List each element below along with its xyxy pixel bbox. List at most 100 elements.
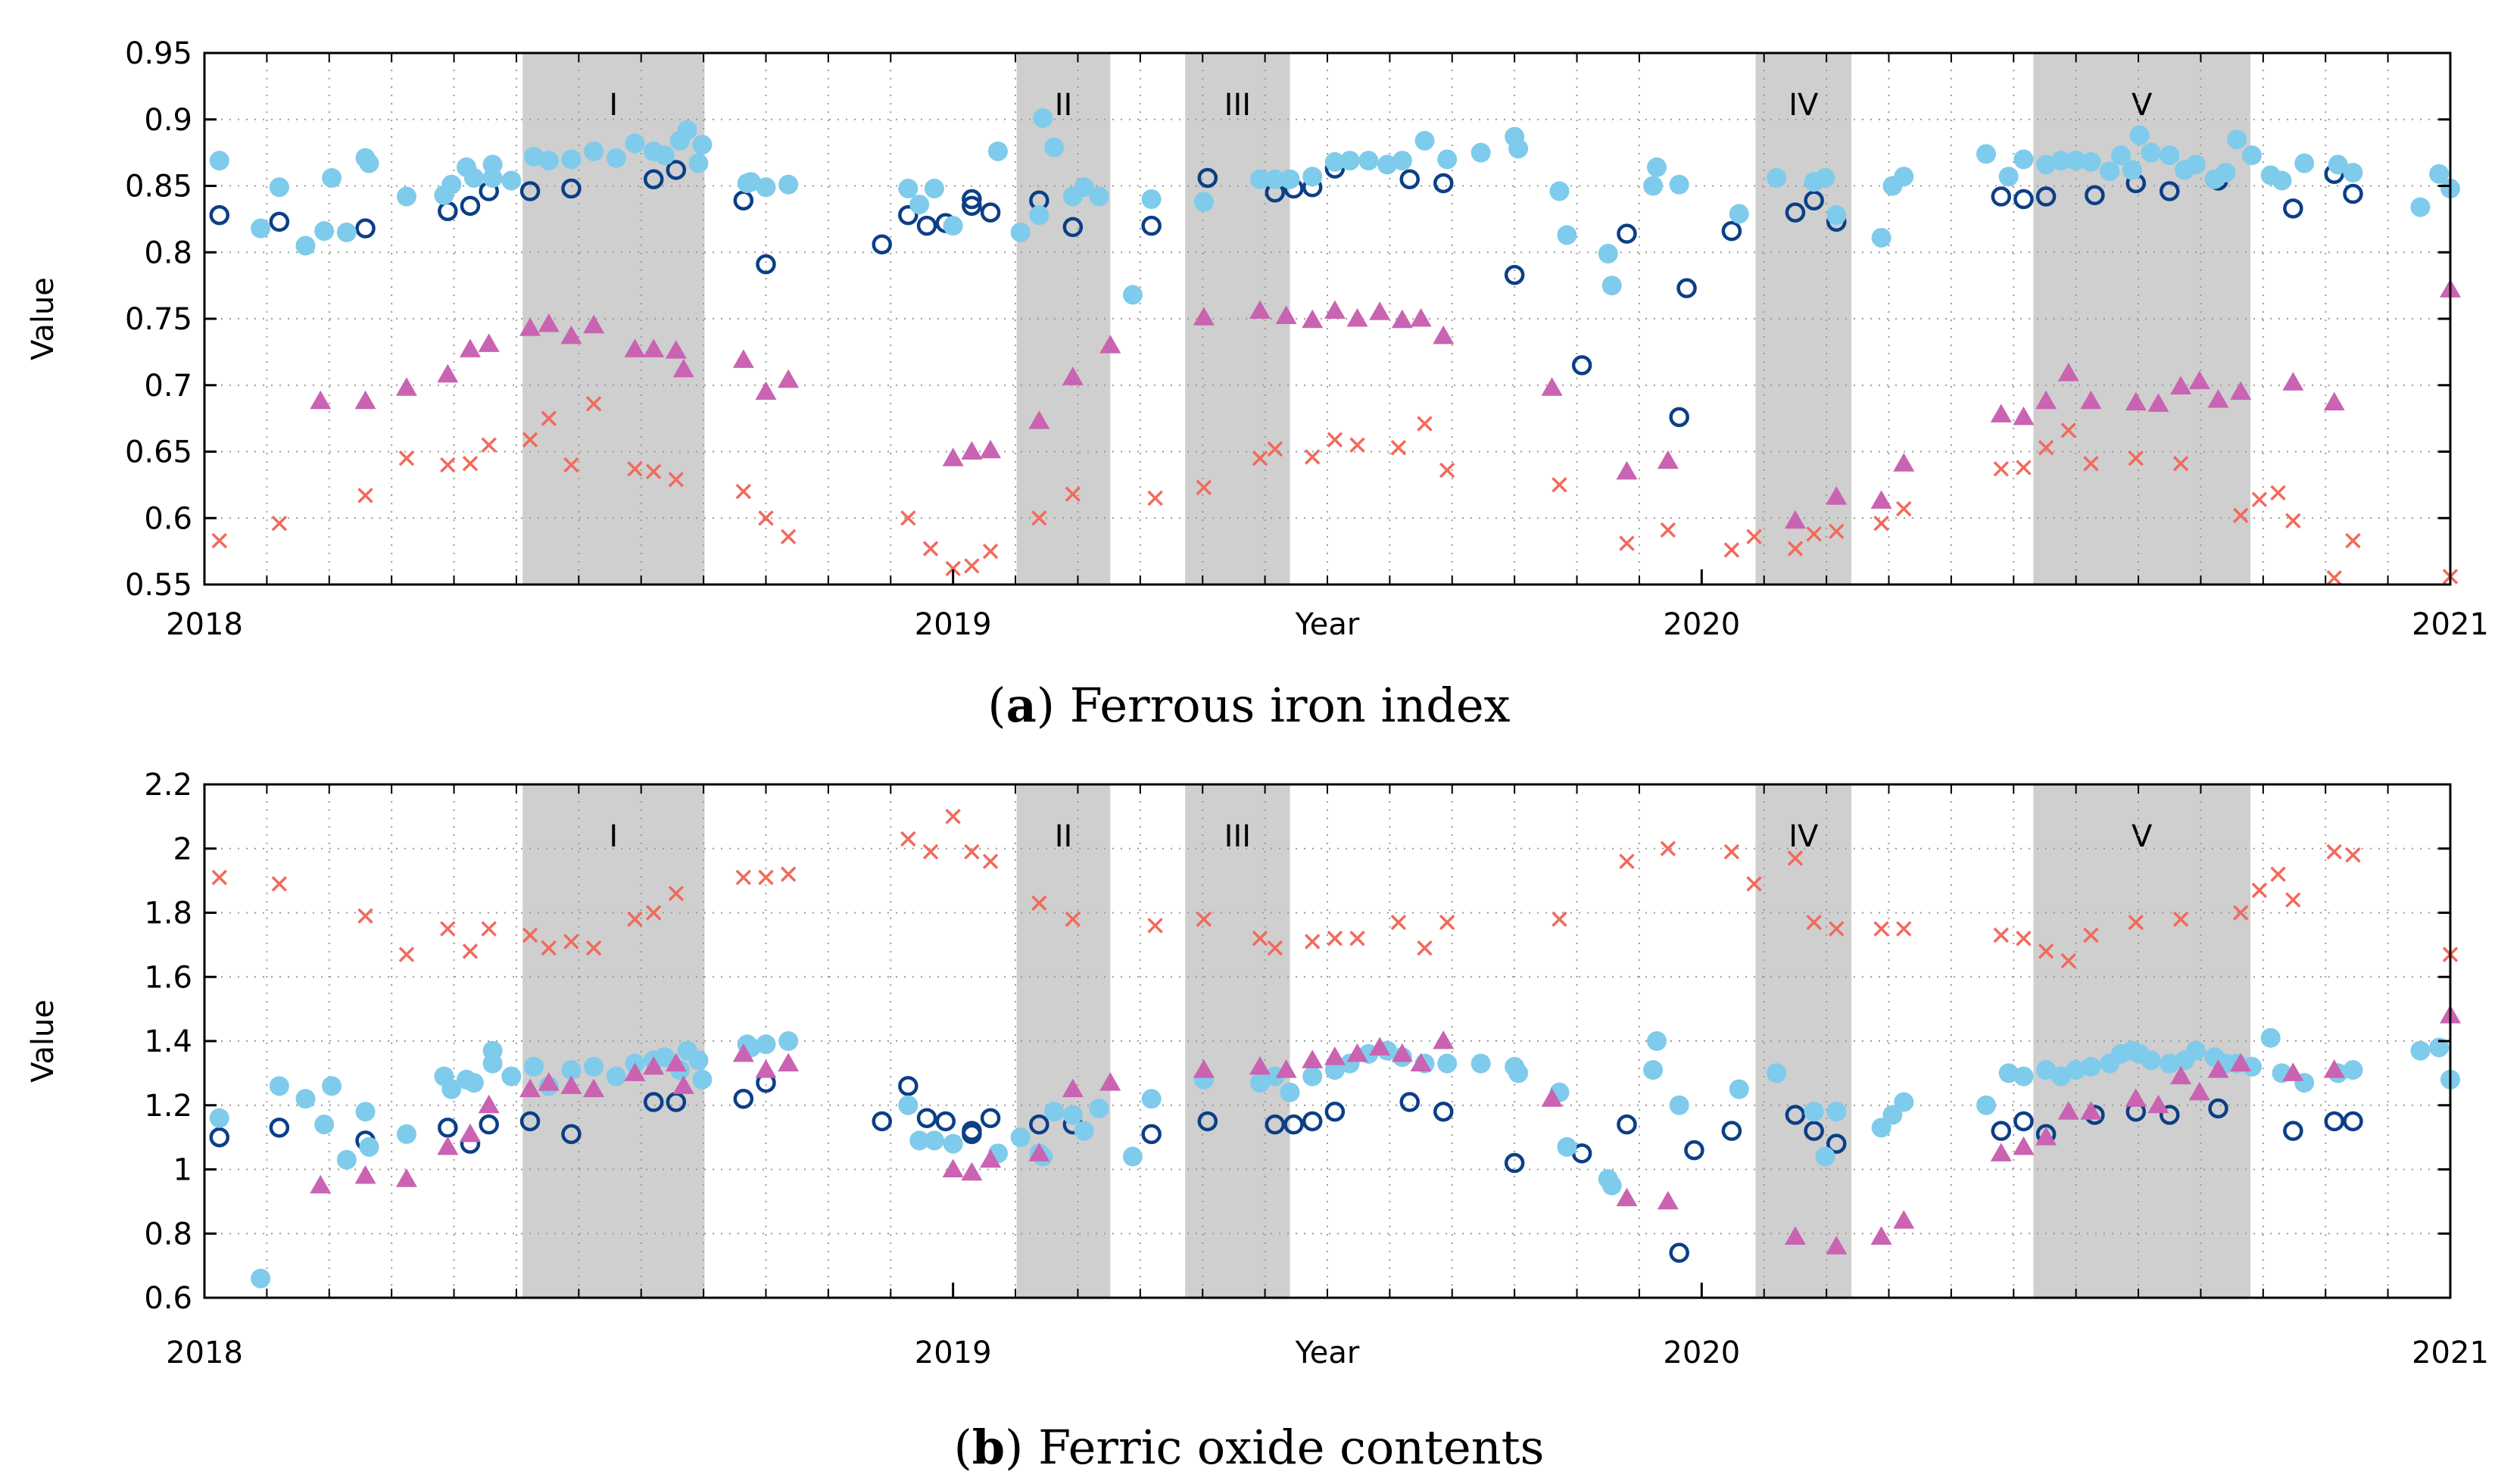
x-tick-label: 2020 <box>1663 1336 1740 1370</box>
filled-circle-point <box>1193 192 1214 212</box>
triangle-point <box>1302 309 1324 329</box>
filled-circle-point <box>606 148 626 168</box>
triangle-point <box>755 381 777 401</box>
triangle-point <box>1616 460 1638 480</box>
filled-circle-point <box>314 1115 335 1135</box>
cross-point <box>1660 522 1676 538</box>
filled-circle-point <box>2328 154 2348 175</box>
y-axis-label: Value <box>26 277 61 360</box>
filled-circle-point <box>1882 1105 1903 1125</box>
cross-point <box>645 905 662 921</box>
filled-circle-point <box>2100 161 2120 182</box>
period-band <box>2033 784 2251 1298</box>
filled-circle-point <box>1894 167 1914 187</box>
open-circle-point <box>962 1124 982 1145</box>
triangle-point <box>1657 450 1679 469</box>
triangle-point <box>2035 1127 2057 1146</box>
open-circle-point <box>1141 1124 1162 1145</box>
cross-point <box>627 911 643 928</box>
cross-point <box>945 560 961 577</box>
triangle-point <box>1433 325 1455 344</box>
open-circle-point <box>1504 1152 1525 1174</box>
filled-circle-point <box>251 1268 271 1289</box>
filled-circle-point <box>688 153 709 173</box>
cross-point <box>585 396 602 412</box>
filled-circle-point <box>1377 154 1398 175</box>
filled-circle-point <box>778 174 799 195</box>
period-label: IV <box>1789 88 1819 123</box>
chart-a-ferrous-iron-index: I II III IV V0.550.60.650.70.750.80.850.90.9… <box>26 36 2489 642</box>
filled-circle-point <box>2050 1066 2071 1086</box>
cross-point <box>1031 895 1047 912</box>
cross-point <box>1829 523 1845 540</box>
triangle-point <box>2013 1136 2035 1155</box>
triangle-point <box>2188 1081 2210 1101</box>
cross-point <box>2326 569 2342 586</box>
triangle-point <box>672 1075 694 1094</box>
filled-circle-point <box>355 1102 376 1122</box>
y-tick-label: 0.9 <box>144 103 192 138</box>
open-circle-point <box>1141 215 1162 236</box>
filled-circle-point <box>2013 149 2034 170</box>
open-circle-point <box>643 1092 664 1112</box>
cross-point <box>440 921 456 937</box>
x-tick-label: 2019 <box>915 1336 992 1370</box>
filled-circle-point <box>741 172 761 192</box>
filled-circle-point <box>482 167 503 188</box>
triangle-point <box>732 1043 754 1062</box>
cross-point <box>945 809 961 825</box>
filled-circle-point <box>2036 1060 2057 1080</box>
triangle-point <box>310 390 332 410</box>
cross-point <box>2251 491 2268 507</box>
filled-circle-point <box>561 1060 582 1080</box>
triangle-point <box>942 1158 964 1177</box>
cross-point <box>1439 462 1455 479</box>
filled-circle-point <box>1601 1175 1622 1196</box>
filled-circle-point <box>1089 1098 1109 1118</box>
x-tick-label: 2019 <box>915 607 992 642</box>
open-circle-point <box>733 1089 754 1109</box>
filled-circle-point <box>2260 1027 2281 1048</box>
filled-circle-point <box>1976 144 1997 164</box>
y-tick-label: 0.95 <box>125 36 192 71</box>
filled-circle-point <box>1302 1066 1323 1086</box>
filled-circle-point <box>1122 1146 1143 1167</box>
open-circle-point <box>519 1111 541 1132</box>
cross-point <box>481 437 497 453</box>
filled-circle-point <box>1669 1095 1689 1115</box>
cross-point <box>1252 931 1268 946</box>
filled-circle-point <box>501 170 522 191</box>
filled-circle-point <box>1044 137 1065 157</box>
triangle-point <box>1028 1143 1050 1161</box>
triangle-point <box>961 1161 983 1181</box>
triangle-point <box>2323 391 2345 411</box>
open-circle-point <box>756 254 776 275</box>
open-circle-point <box>1991 1121 2012 1141</box>
open-circle-point <box>269 1118 290 1138</box>
filled-circle-point <box>1643 1060 1664 1080</box>
triangle-point <box>1893 1210 1915 1229</box>
caption-a: (a) Ferrous iron index <box>987 678 1511 733</box>
triangle-point <box>478 333 500 352</box>
cross-point <box>964 843 980 860</box>
filled-circle-point <box>2216 162 2236 182</box>
cross-point <box>668 472 685 488</box>
filled-circle-point <box>396 1124 416 1144</box>
triangle-point <box>1099 1072 1121 1091</box>
cross-point <box>541 410 557 426</box>
filled-circle-point <box>463 167 484 188</box>
open-circle-point <box>1617 223 1637 244</box>
gridlines <box>204 784 2450 1298</box>
filled-circle-point <box>1033 108 1053 128</box>
open-circle-point <box>1324 1101 1346 1122</box>
triangle-point <box>643 338 665 357</box>
triangle-point <box>1275 305 1297 324</box>
cross-point <box>1806 526 1822 542</box>
triangle-point <box>2035 390 2057 410</box>
period-label: II <box>1055 88 1073 123</box>
triangle-point <box>1324 300 1346 319</box>
y-tick-label: 1.8 <box>144 896 192 931</box>
filled-circle-point <box>1871 227 1891 248</box>
cross-point <box>541 940 557 956</box>
open-circle-point <box>479 1114 499 1135</box>
